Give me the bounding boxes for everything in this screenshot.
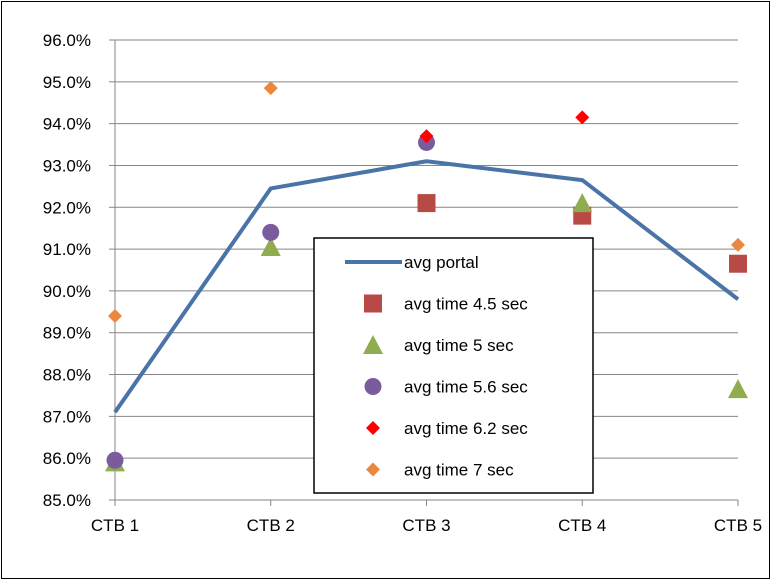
legend-key-marker xyxy=(366,462,380,477)
x-tick-label: CTB 3 xyxy=(402,516,450,535)
axes xyxy=(109,39,739,506)
y-tick-label: 95.0% xyxy=(43,73,91,92)
legend-label: avg time 4.5 sec xyxy=(404,295,528,314)
data-point xyxy=(728,379,748,399)
y-tick-label: 91.0% xyxy=(43,240,91,259)
x-tick-label: CTB 2 xyxy=(247,516,295,535)
legend-label: avg time 5 sec xyxy=(404,336,514,355)
legend-label: avg time 6.2 sec xyxy=(404,419,528,438)
legend-key-marker xyxy=(363,335,383,354)
data-point xyxy=(731,237,745,252)
data-point xyxy=(729,254,747,273)
y-tick-label: 89.0% xyxy=(43,324,91,343)
y-tick-label: 90.0% xyxy=(43,282,91,301)
y-tick-label: 96.0% xyxy=(43,31,91,50)
y-tick-label: 94.0% xyxy=(43,115,91,134)
legend: avg portal avg time 4.5 sec avg time 5 sec… xyxy=(313,237,594,494)
data-point xyxy=(419,129,434,144)
data-point xyxy=(417,194,436,213)
data-point xyxy=(106,451,124,469)
x-tick-label: CTB 1 xyxy=(91,516,139,535)
y-tick-label: 85.0% xyxy=(43,491,91,510)
legend-key-marker xyxy=(364,294,382,313)
x-axis-tick-labels: CTB 1 CTB 2 CTB 3 CTB 4 CTB 5 xyxy=(91,516,762,535)
x-tick-label: CTB 4 xyxy=(558,516,606,535)
data-point xyxy=(575,110,590,125)
y-tick-label: 88.0% xyxy=(43,366,91,385)
data-point xyxy=(108,309,122,323)
y-axis-tick-labels: 85.0% 86.0% 87.0% 88.0% 89.0% 90.0% 91.0% 92.0%… xyxy=(43,31,91,510)
y-tick-label: 92.0% xyxy=(43,198,91,217)
legend-label: avg time 5.6 sec xyxy=(404,378,528,397)
y-tick-label: 93.0% xyxy=(43,156,91,175)
legend-label: avg time 7 sec xyxy=(404,461,514,480)
data-series xyxy=(105,81,748,472)
legend-box xyxy=(313,237,594,494)
x-tick-label: CTB 5 xyxy=(714,516,762,535)
y-tick-label: 87.0% xyxy=(43,407,91,426)
data-point xyxy=(262,223,280,241)
legend-label: avg portal xyxy=(404,253,479,272)
legend-key-marker xyxy=(366,421,380,435)
data-point xyxy=(260,237,281,256)
data-point xyxy=(263,81,278,96)
series-line-avg-portal xyxy=(113,159,740,414)
data-point xyxy=(572,193,593,213)
legend-key-marker xyxy=(364,378,382,395)
y-tick-label: 86.0% xyxy=(43,449,91,468)
gridlines xyxy=(115,39,738,459)
